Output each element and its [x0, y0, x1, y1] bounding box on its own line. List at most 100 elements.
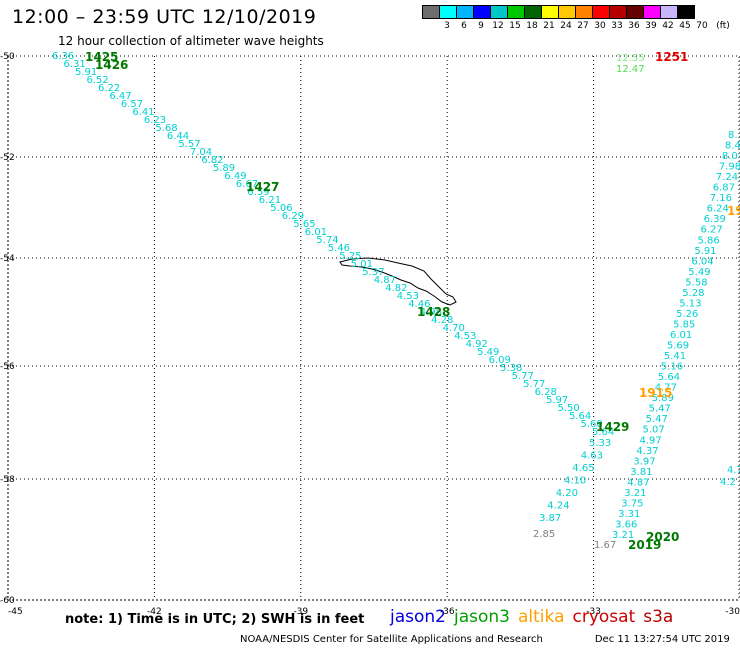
swh-value-extra: 1.67: [594, 540, 616, 551]
swh-value: 4.20: [556, 488, 578, 499]
time-label: 2019: [628, 538, 661, 552]
swh-value: 8.: [728, 130, 738, 141]
colorbar-label: 18: [526, 21, 538, 31]
colorbar-swatch: [456, 5, 474, 19]
swh-value: 4.70: [443, 323, 465, 334]
swh-value: 4.87: [627, 477, 649, 488]
colorbar-label: 42: [662, 21, 674, 31]
swh-value: 5.38: [500, 363, 522, 374]
page-subtitle: 12 hour collection of altimeter wave hei…: [58, 34, 324, 48]
swh-value: 5.77: [523, 379, 545, 390]
swh-value: 6.59: [247, 187, 269, 198]
lon-tick-label: -30: [725, 607, 740, 617]
legend-item-jason3: jason3: [454, 607, 510, 627]
swh-value: 5.28: [682, 288, 704, 299]
colorbar-label: 24: [560, 21, 572, 31]
lat-tick-label: -54: [0, 254, 15, 264]
swh-value: 5.91: [694, 246, 716, 257]
swh-value: 7.24: [716, 172, 738, 183]
swh-value: 6.29: [282, 211, 304, 222]
swh-value: 6.36: [52, 51, 74, 62]
swh-value: 5.64: [569, 411, 591, 422]
swh-value: 6.24: [707, 204, 729, 215]
credit-text: NOAA/NESDIS Center for Satellite Applica…: [240, 634, 543, 645]
colorbar-swatch: [626, 5, 644, 19]
lon-tick-label: -36: [440, 607, 455, 617]
swh-value: 4.46: [408, 299, 430, 310]
swh-value: 5.07: [643, 425, 665, 436]
colorbar-swatch: [677, 5, 695, 19]
swh-value: 5.16: [661, 362, 683, 373]
south-georgia-island: [339, 257, 457, 306]
swh-value: 5.69: [667, 341, 689, 352]
swh-value: 8.0: [722, 151, 738, 162]
swh-value: 5.33: [589, 438, 611, 449]
swh-value: 4.98: [420, 307, 442, 318]
swh-value: 4.87: [374, 275, 396, 286]
colorbar-labels: 3 6 9 12 15 18 21 24 27 30 33 36 39 42 45 70 (ft): [422, 21, 740, 35]
swh-value: 5.97: [546, 395, 568, 406]
colorbar-swatch: [660, 5, 678, 19]
swh-value: 6.39: [704, 214, 726, 225]
swh-value: 5.89: [652, 393, 674, 404]
colorbar-swatch: [524, 5, 542, 19]
swh-value: 6.21: [259, 195, 281, 206]
swh-value: 5.06: [270, 203, 292, 214]
swh-value: 5.77: [512, 371, 534, 382]
colorbar-swatch: [643, 5, 661, 19]
swh-value: 4.28: [431, 315, 453, 326]
swh-value: 5.46: [328, 243, 350, 254]
swh-value: 3.75: [621, 498, 643, 509]
swh-value: 6.27: [701, 225, 723, 236]
swh-value: 8.4: [725, 141, 740, 152]
swh-value: 5.86: [698, 235, 720, 246]
colorbar-label: 21: [543, 21, 555, 31]
swh-value-extra: 12.55: [616, 53, 645, 64]
swh-value: 5.64: [658, 372, 680, 383]
swh-value: 4.63: [581, 451, 603, 462]
swh-value: 5.50: [558, 403, 580, 414]
swh-value: 4.53: [454, 331, 476, 342]
swh-value: 6.52: [87, 75, 109, 86]
swh-value: 5.41: [664, 351, 686, 362]
colorbar-label: 12: [492, 21, 504, 31]
colorbar-swatch: [490, 5, 508, 19]
colorbar-swatch: [592, 5, 610, 19]
swh-value: 5.58: [685, 277, 707, 288]
swh-value: 5.49: [477, 347, 499, 358]
swh-value: 4.37: [636, 446, 658, 457]
swh-value: 6.44: [167, 131, 189, 142]
swh-value-extra: 2.85: [533, 529, 555, 540]
swh-value: 3.21: [612, 530, 634, 541]
colorbar-label: 15: [509, 21, 521, 31]
swh-value: 6.04: [691, 256, 713, 267]
swh-value: 7.98: [719, 162, 740, 173]
colorbar-swatch: [609, 5, 627, 19]
colorbar-unit: (ft): [716, 21, 730, 31]
footer-credit: NOAA/NESDIS Center for Satellite Applica…: [240, 634, 730, 645]
swh-value: 6.82: [201, 155, 223, 166]
time-label: 1915: [639, 386, 672, 400]
colorbar-swatch: [541, 5, 559, 19]
swh-value: 4.53: [397, 291, 419, 302]
legend-item-s3a: s3a: [643, 607, 674, 627]
colorbar-swatch: [473, 5, 491, 19]
colorbar-swatch: [558, 5, 576, 19]
colorbar-label: 6: [461, 21, 467, 31]
swh-value: 7.16: [710, 193, 732, 204]
footnote-note: note: 1) Time is in UTC; 2) SWH is in fe…: [65, 612, 365, 627]
swh-value: 5.01: [351, 259, 373, 270]
swh-value: 6.57: [121, 99, 143, 110]
time-label: 19: [727, 204, 740, 218]
colorbar-label: 30: [594, 21, 606, 31]
swh-value: 3.97: [633, 456, 655, 467]
lon-tick-label: -42: [147, 607, 162, 617]
page-title: 12:00 – 23:59 UTC 12/10/2019: [12, 6, 317, 28]
lat-tick-label: -58: [0, 475, 15, 485]
swh-value: 5.74: [316, 235, 338, 246]
lat-tick-label: -60: [0, 596, 15, 606]
lat-tick-label: -50: [0, 52, 15, 62]
swh-value: 5.26: [676, 309, 698, 320]
